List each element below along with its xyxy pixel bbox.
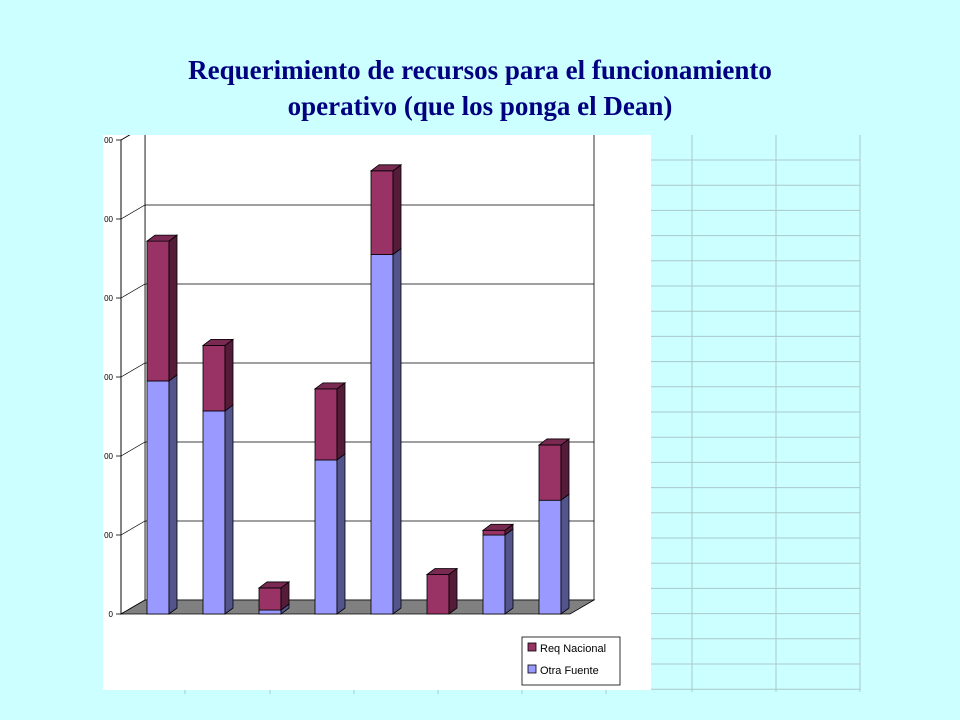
y-gridline	[120, 362, 594, 378]
legend-label: Otra Fuente	[540, 665, 599, 677]
y-tick-label: 00	[104, 136, 113, 145]
bar-otra-fuente-side	[168, 374, 178, 615]
bar-stack	[201, 338, 235, 615]
y-gridline	[120, 283, 594, 299]
legend-box	[521, 636, 621, 686]
y-gridline	[120, 204, 594, 220]
bar-top-face	[537, 438, 571, 446]
bar-otra-fuente	[258, 609, 282, 615]
y-tick-label: 0	[109, 610, 114, 619]
bar-otra-fuente-side	[392, 247, 402, 615]
y-gridline	[120, 135, 131, 141]
bar-stack	[537, 438, 571, 615]
bar-req-nacional	[202, 344, 226, 412]
chart-floor	[119, 599, 596, 615]
y-tick-label: 00	[104, 215, 113, 224]
bar-stack	[145, 234, 179, 615]
bar-otra-fuente-side	[560, 493, 570, 615]
bar-req-nacional	[314, 388, 338, 461]
bar-stack	[313, 382, 347, 615]
y-gridline	[120, 520, 594, 536]
bar-otra-fuente	[314, 459, 338, 615]
bar-req-nacional-side	[448, 567, 458, 615]
bar-req-nacional-side	[560, 438, 570, 502]
bar-req-nacional-side	[392, 164, 402, 256]
bar-top-face	[369, 164, 403, 172]
bar-top-face	[201, 338, 235, 346]
legend-label: Req Nacional	[540, 643, 606, 655]
slide-title: Requerimiento de recursos para el funcio…	[0, 52, 960, 124]
y-tick-label: 00	[104, 373, 113, 382]
bar-req-nacional	[258, 587, 282, 611]
bar-stack	[257, 581, 291, 615]
bar-otra-fuente-side	[504, 528, 514, 615]
bar-req-nacional	[370, 170, 394, 255]
legend-swatch	[527, 642, 537, 652]
bar-otra-fuente	[146, 380, 170, 615]
bar-top-face	[313, 382, 347, 390]
bar-otra-fuente-side	[224, 404, 234, 615]
bar-stack	[425, 567, 459, 615]
bar-stack	[369, 164, 403, 615]
bar-otra-fuente-side	[336, 453, 346, 615]
bar-otra-fuente	[482, 534, 506, 615]
bar-otra-fuente	[370, 254, 394, 615]
bar-top-face	[145, 234, 179, 242]
bar-otra-fuente	[202, 410, 226, 615]
bar-top-face	[257, 581, 291, 589]
bar-req-nacional-side	[224, 338, 234, 412]
chart-panel[interactable]: 0 00 00 00 00 00 00 Req Nacional Otra Fuente	[103, 135, 651, 690]
bar-otra-fuente	[538, 499, 562, 615]
bar-req-nacional	[426, 574, 450, 615]
slide-title-line-1: Requerimiento de recursos para el funcio…	[188, 55, 772, 85]
chart-legend: Req Nacional Otra Fuente	[521, 636, 621, 686]
bar-req-nacional-side	[336, 382, 346, 461]
bar-req-nacional	[538, 444, 562, 501]
y-tick-label: 00	[104, 452, 113, 461]
bar-stack	[481, 523, 515, 615]
slide-title-line-2: operativo (que los ponga el Dean)	[287, 91, 673, 121]
y-gridline	[120, 441, 594, 457]
y-tick-label: 00	[104, 531, 113, 540]
bar-top-face	[425, 568, 459, 575]
bar-req-nacional	[482, 529, 506, 536]
bar-req-nacional	[146, 240, 170, 382]
legend-swatch	[527, 664, 537, 674]
y-tick-label: 00	[104, 294, 113, 303]
bar-top-face	[481, 523, 515, 531]
bar-req-nacional-side	[168, 234, 178, 382]
